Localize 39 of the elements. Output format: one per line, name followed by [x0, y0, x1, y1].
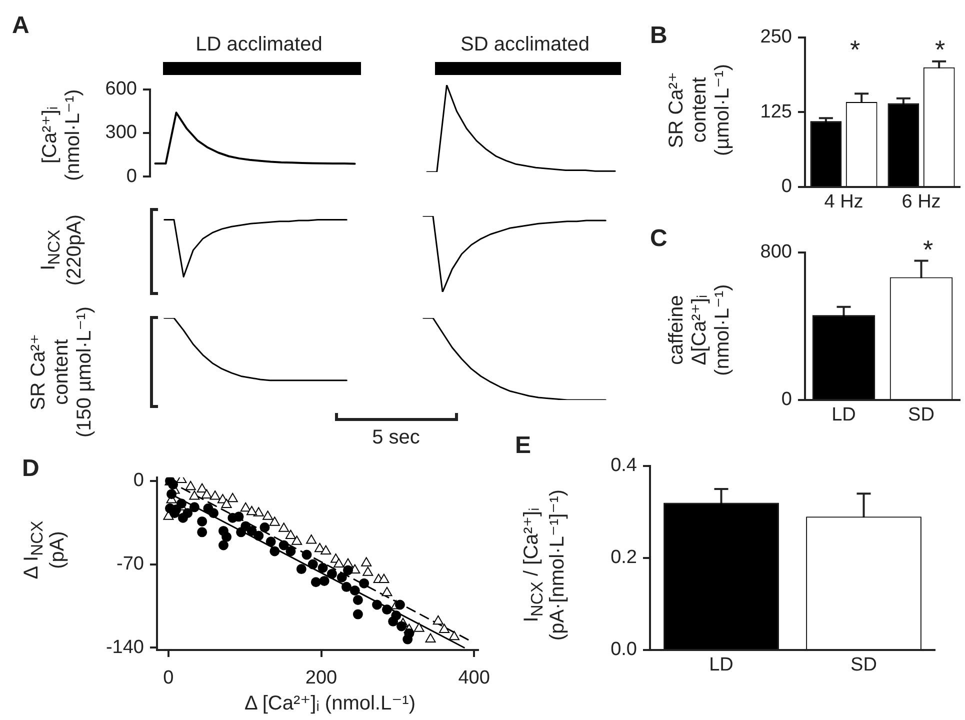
- x-tick-label: 4 Hz: [824, 192, 864, 213]
- x-tick-label: SD: [908, 404, 934, 426]
- annotation: *: [850, 34, 860, 66]
- y-tick-label: 800: [760, 242, 792, 263]
- x-tick-label: 0: [163, 668, 174, 689]
- x-tick-label: 400: [458, 668, 490, 689]
- x-tick-label: 200: [305, 668, 338, 689]
- y-tick-label: 0: [781, 389, 792, 410]
- y-tick-label: 300: [105, 122, 137, 144]
- y-tick-label: 125: [760, 101, 792, 122]
- y-tick-label: 250: [760, 26, 792, 48]
- text: 5 sec: [372, 426, 420, 450]
- x-tick-label: 6 Hz: [902, 192, 941, 213]
- y-tick-label: 0: [781, 176, 792, 198]
- y-tick-label: 0.2: [610, 547, 637, 568]
- chart-title: C: [650, 225, 668, 253]
- y-tick-label: 0.4: [610, 455, 638, 476]
- y-tick-label: -140: [106, 636, 144, 658]
- x-tick-label: LD: [832, 404, 856, 426]
- y-axis-title: SR Ca²⁺ content (µmol·L⁻¹): [666, 64, 734, 156]
- text: LD acclimated: [196, 34, 322, 56]
- y-tick-label: 0: [133, 470, 144, 492]
- y-axis-title: SR Ca²⁺ content (150 µmol·L⁻¹): [28, 306, 96, 438]
- chart-title: E: [515, 432, 532, 460]
- x-axis-title: Δ [Ca²⁺]ᵢ (nmol.L⁻¹): [244, 692, 416, 716]
- chart-title: A: [12, 12, 30, 40]
- x-tick-label: SD: [850, 654, 877, 676]
- series-label: SD acclimated: [460, 34, 590, 56]
- y-tick-label: 0: [126, 166, 137, 187]
- annotation: *: [922, 234, 934, 266]
- chart-title: D: [22, 455, 40, 483]
- y-tick-label: 0.0: [610, 639, 637, 660]
- y-tick-label: 600: [105, 78, 137, 100]
- y-axis-title: [Ca²⁺]ᵢ (nmol·L⁻¹): [39, 89, 85, 181]
- y-axis-title: caffeine Δ[Ca²⁺]ᵢ (nmol·L⁻¹): [666, 284, 734, 376]
- annotation: *: [934, 34, 946, 66]
- y-tick-label: -70: [116, 554, 144, 575]
- chart-title: B: [650, 22, 668, 50]
- x-tick-label: LD: [709, 654, 734, 676]
